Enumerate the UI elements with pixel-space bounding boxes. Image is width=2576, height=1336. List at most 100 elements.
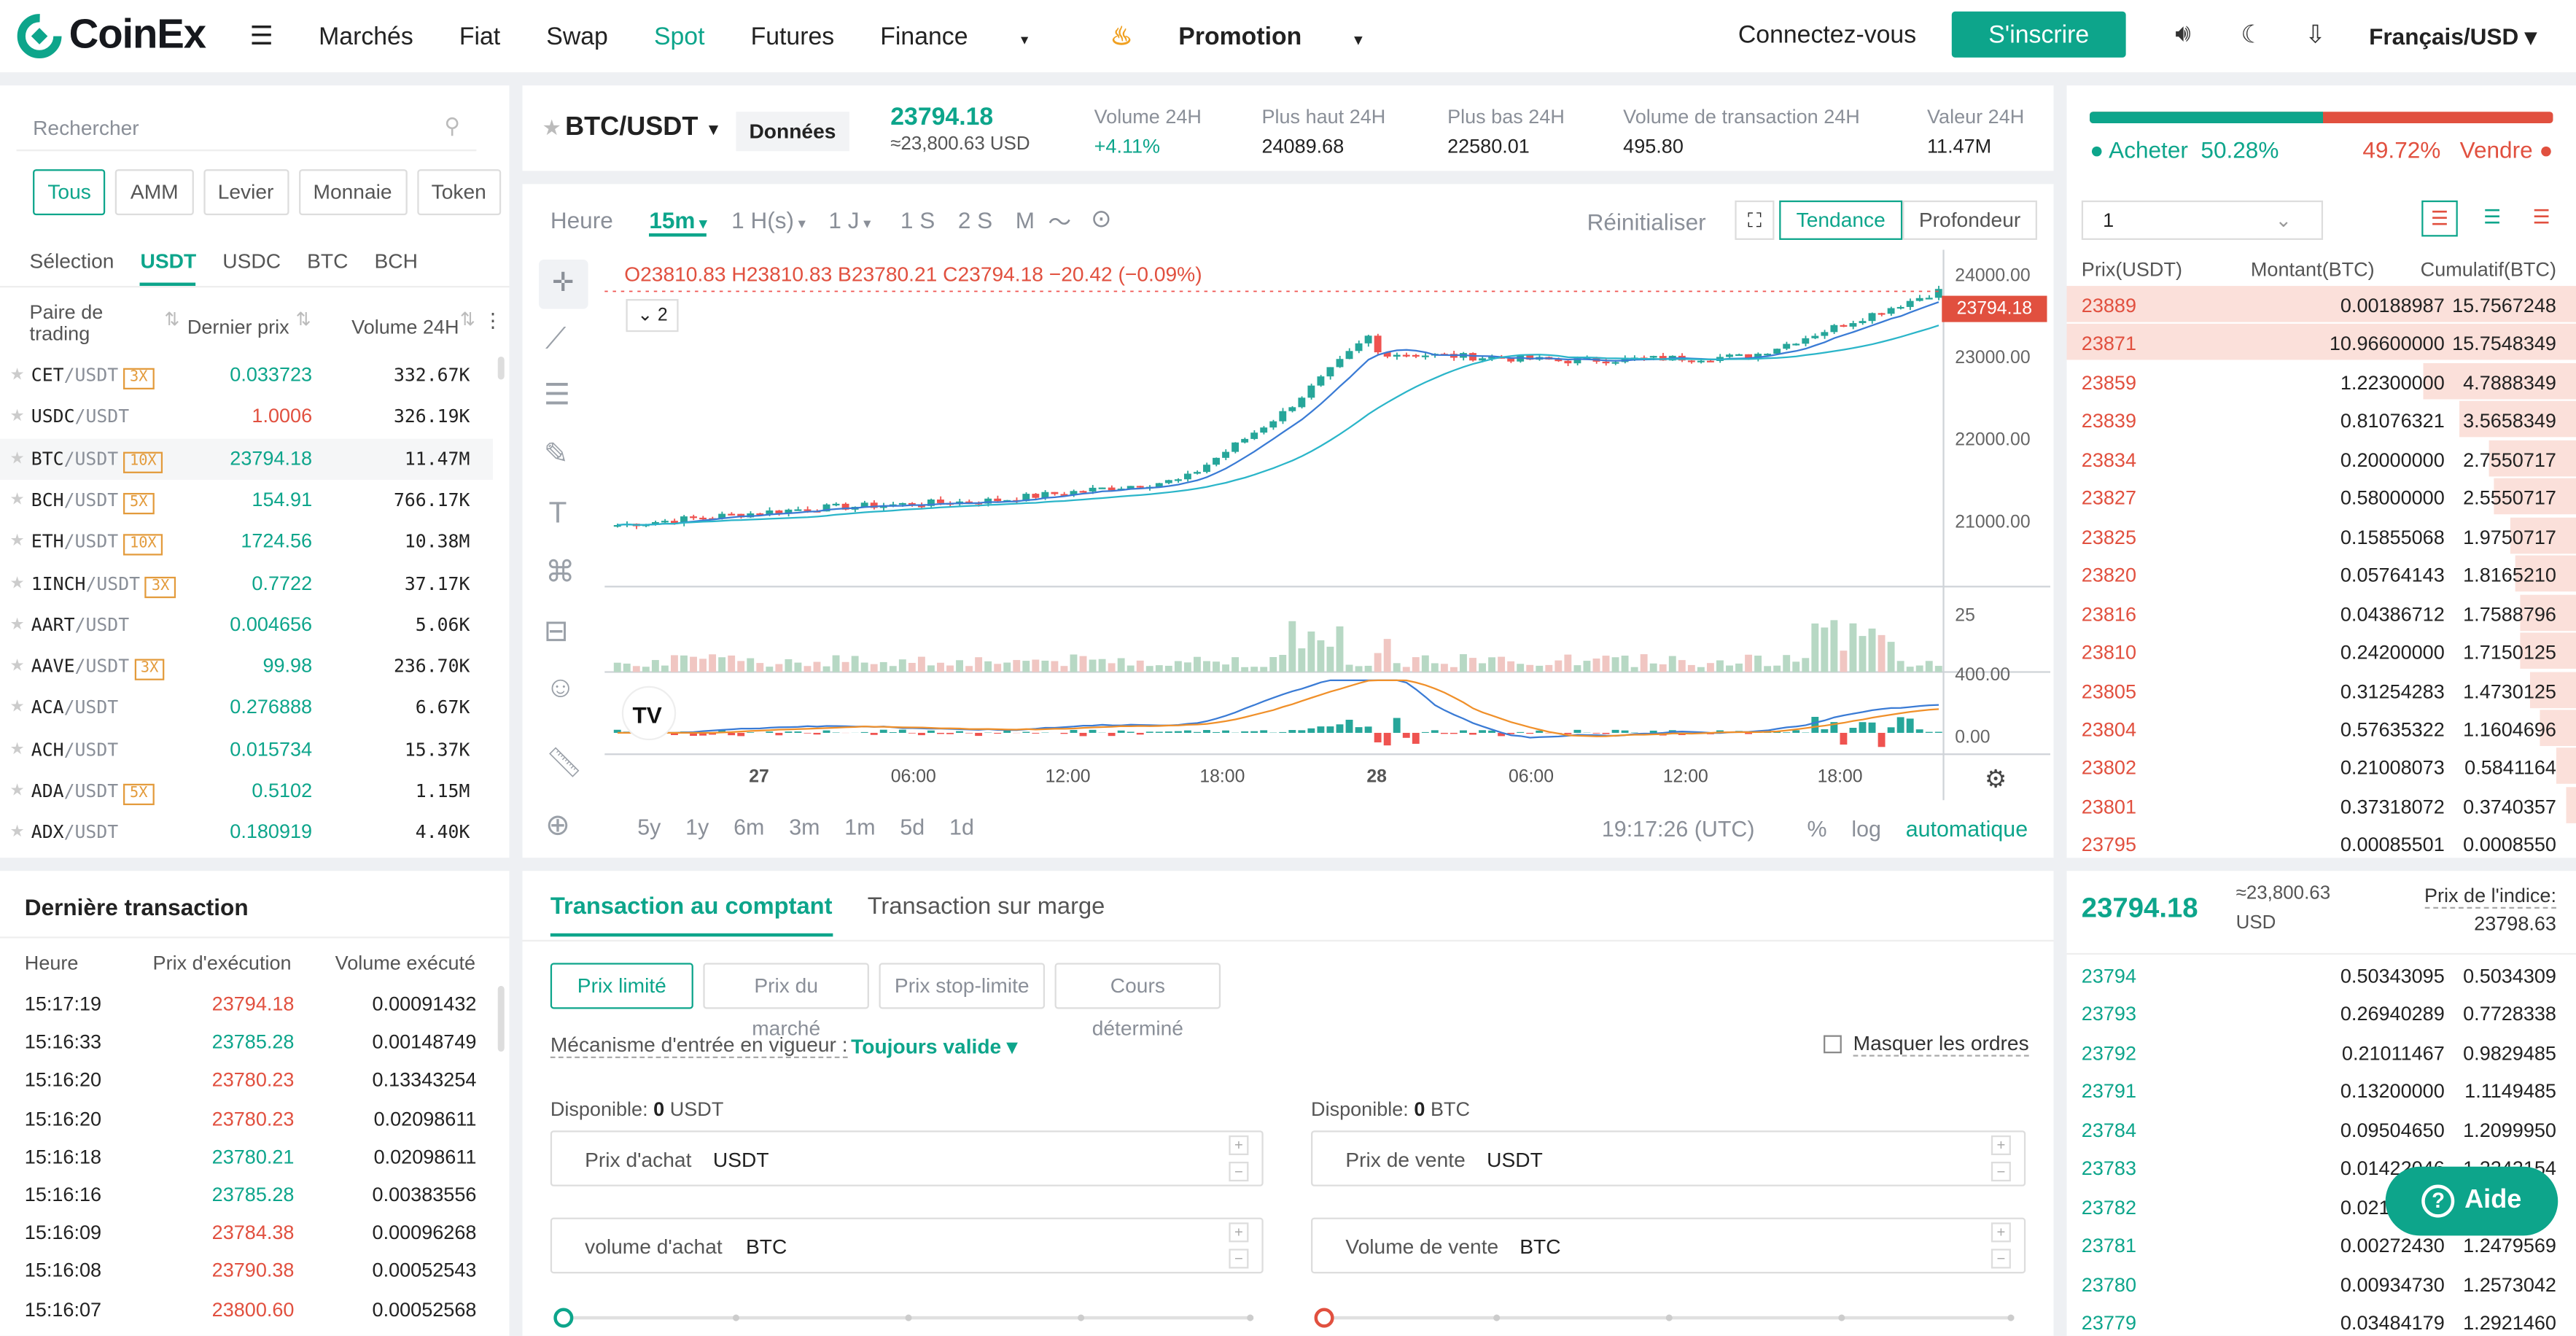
ask-row[interactable]: 23810 0.24200000 1.7150125 [2067, 632, 2576, 672]
filter-all[interactable]: Tous [33, 169, 106, 216]
type-limit[interactable]: Prix limité [550, 963, 693, 1009]
buy-slider[interactable] [553, 1308, 1254, 1328]
filter-margin[interactable]: Levier [203, 169, 289, 216]
star-icon[interactable]: ★ [9, 615, 25, 634]
ask-row[interactable]: 23834 0.20000000 2.7550717 [2067, 440, 2576, 478]
scrollbar[interactable] [497, 985, 505, 1052]
increment-icon[interactable]: + [1991, 1135, 2011, 1155]
auto-toggle[interactable]: automatique [1905, 816, 2028, 842]
menu-icon[interactable]: ☰ [249, 23, 273, 51]
nav-finance[interactable]: Finance ▾ [880, 22, 1074, 50]
tab-btc[interactable]: BTC [307, 249, 349, 273]
ask-row[interactable]: 23871 10.96600000 15.7548349 [2066, 324, 2576, 363]
bid-row[interactable]: 23793 0.26940289 0.7728338 [2067, 995, 2576, 1033]
ask-row[interactable]: 23820 0.05764143 1.8165210 [2067, 555, 2576, 594]
hide-orders-checkbox[interactable] [1824, 1035, 1842, 1054]
increment-icon[interactable]: + [1229, 1135, 1249, 1155]
market-row[interactable]: ★ ADA/USDT 5X 0.5102 1.15M [0, 771, 493, 812]
increment-icon[interactable]: + [1229, 1222, 1249, 1243]
bid-row[interactable]: 23781 0.00272430 1.2479569 [2067, 1226, 2576, 1265]
type-stop-limit[interactable]: Prix stop-limite [879, 963, 1046, 1009]
range-tab[interactable]: 3m [789, 815, 820, 840]
range-tab[interactable]: 1m [844, 815, 876, 840]
nav-promotion[interactable]: ♨ Promotion ▾ [1110, 21, 1408, 51]
star-icon[interactable]: ★ [9, 366, 25, 385]
login-link[interactable]: Connectez-vous [1738, 21, 1917, 50]
interval-tab[interactable]: 1 S [900, 207, 935, 237]
wave-icon[interactable]: 〜 [1048, 209, 1072, 236]
measure-icon[interactable]: ⊟ [543, 614, 569, 648]
ask-row[interactable]: 23825 0.15855068 1.9750717 [2067, 517, 2576, 556]
tab-usdc[interactable]: USDC [222, 249, 281, 273]
book-asks-icon[interactable]: ☰ [2532, 205, 2550, 229]
star-icon[interactable]: ★ [9, 782, 25, 801]
tab-selection[interactable]: Sélection [29, 249, 114, 273]
decrement-icon[interactable]: − [1229, 1162, 1249, 1182]
sound-icon[interactable]: 🔊︎ [2175, 20, 2191, 48]
percent-toggle[interactable]: % [1807, 816, 1827, 842]
sell-volume-field[interactable]: Volume de vente BTC + − [1311, 1217, 2026, 1274]
download-icon[interactable]: ⇩ [2305, 21, 2326, 50]
text-icon[interactable]: T [548, 496, 567, 529]
market-row[interactable]: ★ BCH/USDT 5X 154.91 766.17K [0, 480, 493, 521]
decrement-icon[interactable]: − [1229, 1248, 1249, 1269]
sort-icon[interactable]: ⇅ [459, 310, 475, 330]
ask-row[interactable]: 23801 0.37318072 0.3740357 [2067, 786, 2576, 826]
buy-price-field[interactable]: Prix d'achat USDT + − [550, 1130, 1264, 1187]
scrollbar[interactable] [497, 356, 505, 380]
nav-futures[interactable]: Futures [750, 22, 835, 50]
col-volume[interactable]: Volume 24H [351, 315, 459, 339]
filter-amm[interactable]: AMM [115, 169, 193, 216]
legend-toggle[interactable]: ⌄ 2 [626, 299, 680, 333]
view-depth[interactable]: Profondeur [1902, 200, 2037, 240]
tab-spot-trade[interactable]: Transaction au comptant [550, 894, 833, 937]
tab-usdt[interactable]: USDT [140, 249, 197, 287]
pair-selector[interactable]: BTC/USDT ▼ [565, 113, 722, 143]
mechanism-select[interactable]: Toujours valide ▾ [851, 1035, 1018, 1059]
range-tab[interactable]: 6m [734, 815, 765, 840]
bid-row[interactable]: 23784 0.09504650 1.2099950 [2067, 1111, 2576, 1149]
ask-row[interactable]: 23816 0.04386712 1.7588796 [2067, 594, 2576, 633]
candlestick-chart[interactable]: 24000.00 23000.00 22000.00 21000.00 25 400.00… [604, 249, 2050, 808]
bid-row[interactable]: 23780 0.00934730 1.2573042 [2067, 1265, 2576, 1303]
market-row[interactable]: ★ USDC/USDT 1.0006 326.19K [0, 397, 493, 438]
moon-icon[interactable]: ☾ [2241, 21, 2263, 50]
interval-tab[interactable]: 1 J ▾ [828, 207, 871, 237]
filter-coin[interactable]: Monnaie [298, 169, 407, 216]
type-market[interactable]: Prix du marché [703, 963, 869, 1040]
decrement-icon[interactable]: − [1991, 1248, 2011, 1269]
view-trend[interactable]: Tendance [1779, 200, 1903, 240]
market-row[interactable]: ★ ACA/USDT 0.276888 6.67K [0, 688, 493, 729]
market-row[interactable]: ★ 1INCH/USDT 3X 0.7722 37.17K [0, 563, 493, 604]
indicator-icon[interactable]: ⊙ [1091, 205, 1112, 233]
ask-row[interactable]: 23795 0.00085501 0.0008550 [2067, 826, 2576, 864]
range-tab[interactable]: 1d [949, 815, 974, 840]
sell-price-field[interactable]: Prix de vente USDT + − [1311, 1130, 2026, 1187]
market-row[interactable]: ★ BTC/USDT 10X 23794.18 11.47M [0, 438, 493, 480]
ruler-icon[interactable]: 📏︎ [545, 745, 583, 780]
market-row[interactable]: ★ AAVE/USDT 3X 99.98 236.70K [0, 646, 493, 687]
buy-volume-field[interactable]: volume d'achat BTC + − [550, 1217, 1264, 1274]
interval-tab[interactable]: M [1016, 207, 1035, 237]
bid-row[interactable]: 23779 0.03484179 1.2921460 [2067, 1303, 2576, 1336]
star-icon[interactable]: ★ [9, 574, 25, 593]
zoom-in-icon[interactable]: ⊕ [545, 808, 571, 842]
star-icon[interactable]: ★ [9, 823, 25, 842]
nav-swap[interactable]: Swap [546, 22, 608, 50]
star-icon[interactable]: ★ [542, 114, 561, 140]
decrement-icon[interactable]: − [1991, 1162, 2011, 1182]
type-determined[interactable]: Cours déterminé [1054, 963, 1221, 1040]
tab-bch[interactable]: BCH [374, 249, 418, 273]
ask-row[interactable]: 23839 0.81076321 3.5658349 [2067, 401, 2576, 440]
star-icon[interactable]: ★ [9, 532, 25, 551]
market-row[interactable]: ★ ADX/USDT 0.180919 4.40K [0, 812, 493, 853]
star-icon[interactable]: ★ [9, 699, 25, 718]
ask-row[interactable]: 23859 1.22300000 4.7888349 [2067, 362, 2576, 402]
more-icon[interactable]: ⋮ [483, 308, 503, 333]
interval-tab[interactable]: 15m ▾ [649, 207, 707, 237]
fib-lines-icon[interactable]: ☰ [543, 378, 571, 411]
range-tab[interactable]: 5y [637, 815, 661, 840]
data-button[interactable]: Données [736, 112, 849, 152]
buy-slider-knob[interactable] [553, 1308, 574, 1328]
range-tab[interactable]: 5d [900, 815, 925, 840]
